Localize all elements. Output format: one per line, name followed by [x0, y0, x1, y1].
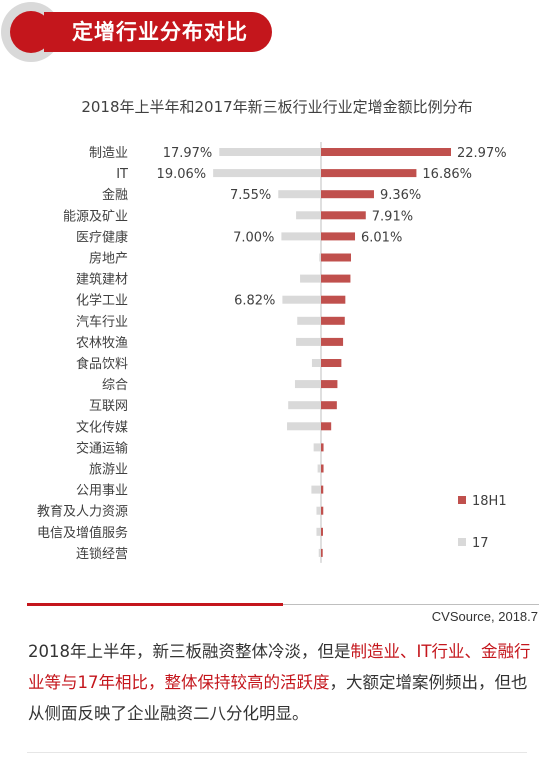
category-label: 文化传媒: [76, 420, 128, 435]
bar-18h1: [321, 485, 324, 494]
category-label: 连锁经营: [76, 546, 128, 562]
banner-bar: [44, 12, 272, 52]
bar-17: [311, 485, 321, 494]
section-title: 定增行业分布对比: [72, 20, 248, 44]
data-label-18h1: 22.97%: [457, 146, 507, 161]
bar-18h1: [321, 316, 345, 325]
bar-17: [213, 169, 321, 178]
bar-18h1: [321, 274, 351, 283]
bar-18h1: [321, 337, 344, 346]
bar-18h1: [321, 359, 342, 367]
category-label: 交通运输: [76, 440, 128, 456]
summary-text-2: ，大额定增案例频出，但也从侧面反映了企业融资二八分化明显。: [28, 673, 528, 723]
category-label: 汽车行业: [76, 314, 128, 330]
bar-17: [296, 337, 321, 346]
chart-title: 2018年上半年和2017年新三板行业行业定增金额比例分布: [81, 98, 473, 116]
summary-paragraph: 2018年上半年，新三板融资整体冷淡，但是制造业、IT行业、金融行业等与17年相…: [28, 636, 538, 729]
bar-17: [294, 380, 321, 389]
category-label: 金融: [102, 187, 128, 203]
bar-18h1: [321, 295, 346, 304]
bar-17: [288, 401, 321, 410]
bar-chart: 制造业 17.97% 22.97% IT 19.06% 16.86% 金融 7.55% 9.36…: [37, 142, 507, 563]
bar-17: [311, 359, 321, 367]
bar-17: [316, 506, 321, 515]
bar-17: [219, 148, 321, 156]
bar-18h1: [321, 422, 332, 431]
bar-18h1: [321, 401, 337, 410]
category-label: 互联网: [89, 399, 128, 414]
category-label: 能源及矿业: [63, 209, 128, 224]
bar-18h1: [321, 148, 451, 156]
category-label: 农林牧渔: [76, 336, 128, 351]
bar-18h1: [321, 506, 324, 515]
bar-18h1: [321, 548, 323, 557]
category-label: 电信及增值服务: [37, 525, 128, 541]
category-label: 食品饮料: [76, 356, 128, 372]
bar-17: [300, 274, 321, 283]
legend-label: 18H1: [472, 494, 507, 509]
category-label: 制造业: [89, 146, 128, 161]
bar-18h1: [321, 380, 338, 389]
bar-17: [319, 253, 321, 262]
data-label-18h1: 7.91%: [372, 209, 413, 224]
bar-18h1: [321, 190, 374, 199]
bar-17: [318, 548, 321, 557]
source-divider-accent: [27, 603, 283, 606]
summary-highlight: 制造业、IT行业、金融行业等与17年相比，整体保持较高的活跃度: [28, 642, 531, 692]
source-note: CVSource, 2018.7: [431, 609, 538, 624]
bottom-divider: [27, 752, 527, 753]
bar-17: [282, 295, 321, 304]
legend-label: 17: [472, 536, 489, 551]
data-label-18h1: 16.86%: [422, 167, 472, 182]
data-label-17: 7.00%: [233, 230, 274, 245]
bar-17: [278, 190, 321, 199]
summary-text-1: 2018年上半年，新三板融资整体冷淡，但是: [28, 642, 351, 661]
legend-swatch: [458, 538, 466, 546]
bar-18h1: [321, 464, 324, 473]
bar-18h1: [321, 232, 356, 241]
category-label: 公用事业: [76, 484, 128, 499]
bar-17: [296, 211, 321, 220]
category-label: 房地产: [89, 251, 128, 267]
bar-18h1: [321, 253, 351, 262]
bar-18h1: [321, 443, 324, 452]
data-label-17: 6.82%: [234, 294, 275, 309]
category-label: 医疗健康: [76, 229, 128, 245]
bar-18h1: [321, 211, 366, 220]
category-label: 综合: [102, 378, 128, 393]
data-label-17: 7.55%: [230, 188, 271, 203]
data-label-17: 17.97%: [163, 146, 213, 161]
data-label-18h1: 6.01%: [361, 230, 402, 245]
banner-dot: [10, 11, 52, 53]
category-label: 化学工业: [76, 293, 128, 309]
bar-17: [316, 527, 321, 536]
data-label-18h1: 9.36%: [380, 188, 421, 203]
bar-17: [287, 422, 321, 431]
category-label: 旅游业: [89, 463, 128, 478]
bar-18h1: [321, 169, 417, 178]
data-label-17: 19.06%: [157, 167, 207, 182]
bar-17: [297, 316, 321, 325]
bar-17: [313, 443, 321, 452]
bar-18h1: [321, 527, 323, 536]
legend-swatch: [458, 496, 466, 504]
category-label: 教育及人力资源: [37, 504, 128, 520]
category-label: 建筑建材: [76, 272, 128, 288]
bar-17: [317, 464, 321, 473]
source-divider: [27, 604, 539, 605]
bar-17: [281, 232, 321, 241]
category-label: IT: [116, 167, 128, 182]
